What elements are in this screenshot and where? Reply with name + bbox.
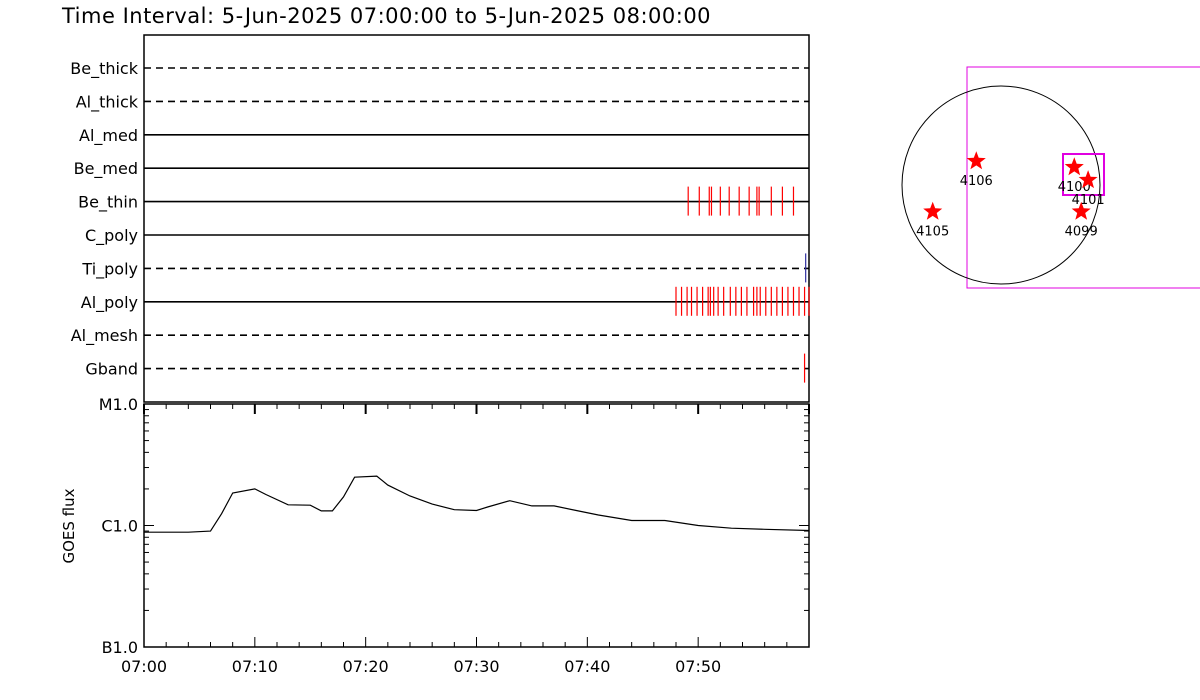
active-region-star (966, 151, 986, 170)
active-region-star (1064, 157, 1084, 176)
x-tick-label: 07:40 (564, 657, 610, 676)
x-tick-label: 07:50 (675, 657, 721, 676)
filter-label-gband: Gband (85, 360, 138, 379)
x-tick-label: 07:00 (121, 657, 167, 676)
y-tick-label: M1.0 (99, 395, 138, 414)
timeline-frame (143, 34, 810, 403)
x-tick-label: 07:10 (232, 657, 278, 676)
filter-label-al_mesh: Al_mesh (71, 326, 138, 346)
active-region-label: 4106 (960, 174, 993, 189)
filter-label-c_poly: C_poly (85, 226, 138, 246)
active-region-star (923, 201, 943, 220)
filter-label-ti_poly: Ti_poly (81, 259, 138, 279)
filter-label-be_med: Be_med (74, 159, 138, 179)
filter-label-be_thin: Be_thin (78, 193, 138, 213)
y-tick-label: C1.0 (101, 517, 138, 536)
goes-flux-curve (144, 475, 810, 533)
filter-label-al_med: Al_med (79, 126, 138, 146)
filter-label-al_thick: Al_thick (76, 92, 139, 112)
filter-timeline-panel: Be_thick Al_thick Al_med Be_med Be_thin C_pol… (70, 34, 810, 403)
active-region-star (1078, 170, 1098, 189)
goes-ylabel: GOES flux (60, 488, 78, 563)
x-tick-label: 07:30 (453, 657, 499, 676)
fov-box (966, 66, 1200, 289)
active-region-label: 4105 (916, 225, 949, 240)
active-region-label: 4100 (1058, 180, 1091, 195)
active-region-label: 4099 (1065, 225, 1098, 240)
filter-label-be_thick: Be_thick (70, 59, 138, 79)
active-region-label: 4101 (1072, 193, 1105, 208)
y-tick-label: B1.0 (102, 638, 138, 657)
active-region-star (1071, 201, 1091, 220)
filter-label-al_poly: Al_poly (81, 293, 138, 313)
solar-limb (901, 85, 1101, 285)
goes-flux-panel: M1.0 C1.0 B1.007:00 07:10 07:20 07:30 07:40 07:… (60, 395, 810, 676)
pointing-box (1062, 153, 1105, 196)
x-tick-label: 07:20 (343, 657, 389, 676)
goes-frame (143, 403, 810, 648)
time-interval-title: Time Interval: 5-Jun-2025 07:00:00 to 5-… (61, 4, 711, 28)
